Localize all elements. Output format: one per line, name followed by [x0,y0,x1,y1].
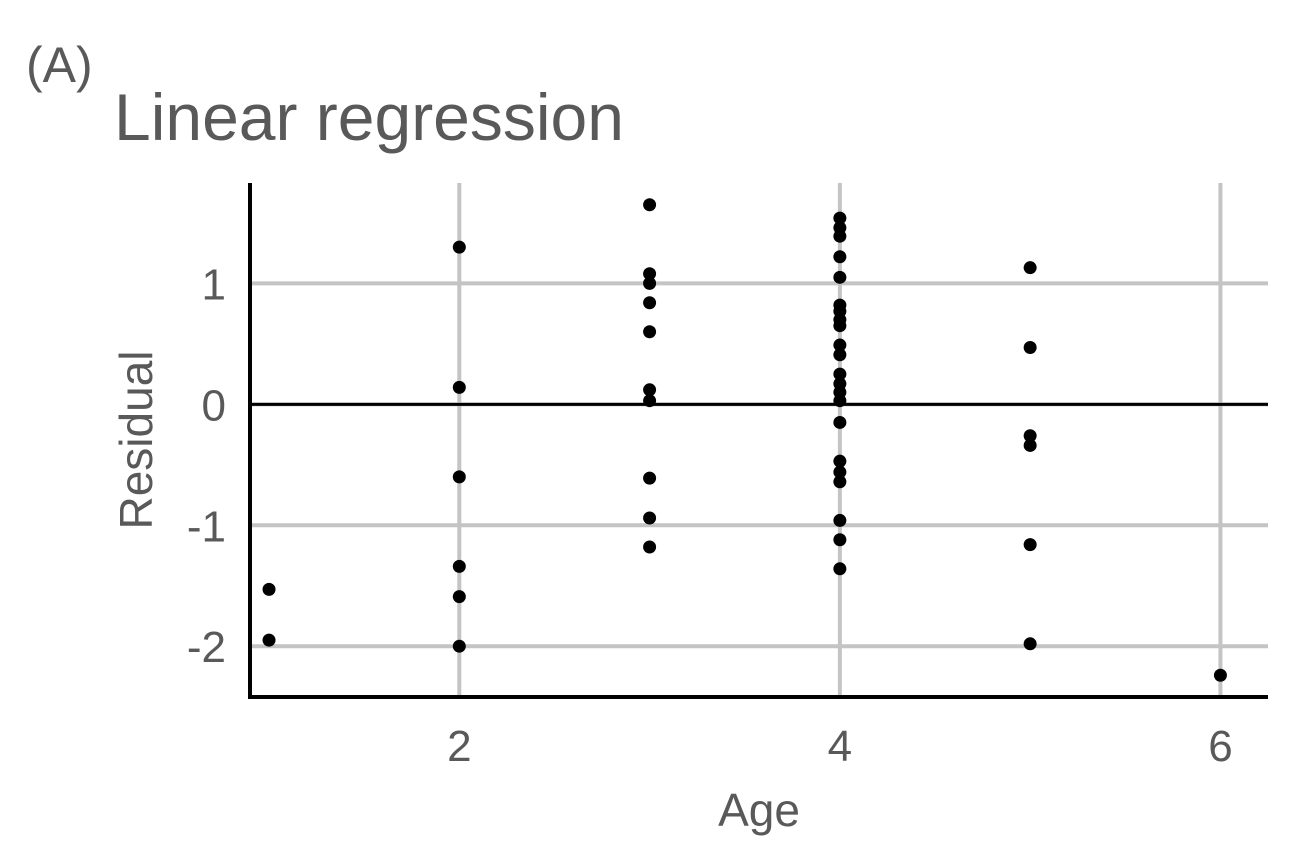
data-points [262,198,1227,682]
data-point-42 [1023,429,1037,443]
y-tick-label-0: 0 [202,381,226,430]
data-point-14 [643,394,657,408]
data-point-38 [833,533,847,547]
data-point-37 [833,513,847,527]
x-axis-label: Age [718,784,800,836]
x-tick-label-4: 4 [828,722,852,771]
data-point-2 [452,240,466,254]
data-point-44 [1023,538,1037,552]
data-point-10 [643,276,657,290]
data-point-39 [833,562,847,576]
grid-lines [250,183,1268,697]
data-point-7 [452,639,466,653]
data-point-26 [833,319,847,333]
data-point-40 [1023,261,1037,275]
data-point-35 [833,465,847,479]
y-tick-label--2: -2 [187,623,226,672]
data-point-6 [452,590,466,604]
data-point-0 [262,582,276,596]
data-point-17 [643,540,657,554]
y-tick-label--1: -1 [187,502,226,551]
data-point-12 [643,325,657,339]
data-point-27 [833,338,847,352]
axes [248,183,1268,699]
data-point-45 [1023,637,1037,651]
tick-labels: 2 4 6 -2 -1 0 1 [187,260,1233,771]
data-point-15 [643,471,657,485]
y-axis-label: Residual [110,351,162,530]
data-point-32 [833,394,847,408]
y-tick-label-1: 1 [202,260,226,309]
data-point-36 [833,475,847,489]
x-tick-label-2: 2 [447,722,471,771]
data-point-34 [833,454,847,468]
data-point-5 [452,559,466,573]
panel-tag: (A) [26,37,93,93]
data-point-43 [1023,438,1037,452]
chart-title: Linear regression [114,80,624,154]
data-point-46 [1213,668,1227,682]
data-point-13 [643,383,657,397]
data-point-8 [643,198,657,212]
data-point-9 [643,267,657,281]
x-tick-label-6: 6 [1208,722,1232,771]
data-point-33 [833,415,847,429]
data-point-18 [833,211,847,225]
data-point-41 [1023,340,1037,354]
data-point-20 [833,229,847,243]
data-point-3 [452,380,466,394]
data-point-4 [452,470,466,484]
data-point-11 [643,296,657,310]
data-point-28 [833,348,847,362]
data-point-22 [833,270,847,284]
data-point-1 [262,633,276,647]
data-point-29 [833,367,847,381]
data-point-16 [643,511,657,525]
data-point-21 [833,250,847,264]
